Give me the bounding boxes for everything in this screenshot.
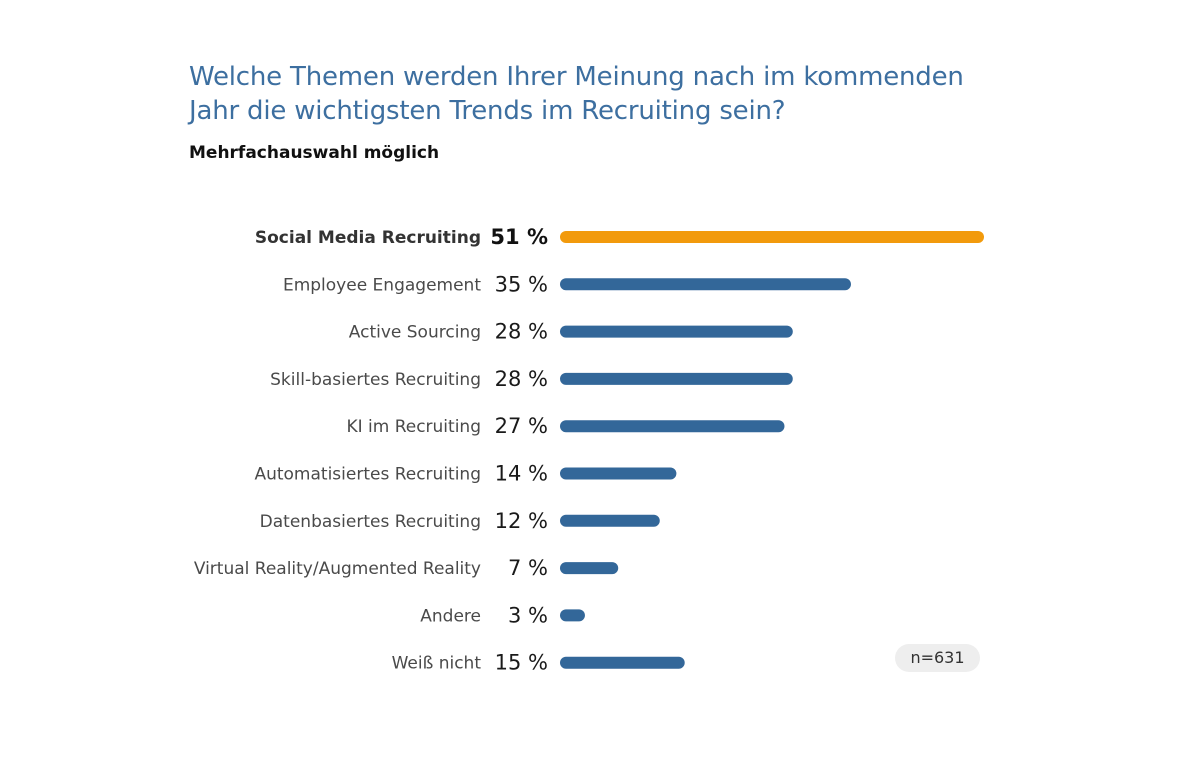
chart-title-line-1: Welche Themen werden Ihrer Meinung nach … xyxy=(189,62,964,92)
sample-size-badge: n=631 xyxy=(895,644,980,672)
bar xyxy=(560,609,585,622)
bar xyxy=(560,325,793,338)
bar xyxy=(560,372,793,385)
bar xyxy=(560,514,660,527)
category-label: KI im Recruiting xyxy=(346,417,481,437)
value-label: 28 % xyxy=(495,320,548,344)
category-label: Automatisiertes Recruiting xyxy=(254,465,481,485)
bar xyxy=(560,656,685,669)
category-label: Social Media Recruiting xyxy=(255,228,481,248)
value-label: 14 % xyxy=(495,462,548,486)
value-label: 35 % xyxy=(495,272,548,296)
value-label: 7 % xyxy=(508,556,548,580)
chart-title-line-2: Jahr die wichtigsten Trends im Recruitin… xyxy=(189,96,786,126)
value-label: 28 % xyxy=(495,367,548,391)
chart-subtitle: Mehrfachauswahl möglich xyxy=(189,143,440,163)
category-label: Active Sourcing xyxy=(349,323,481,343)
category-label: Skill-basiertes Recruiting xyxy=(270,370,481,390)
value-label: 3 % xyxy=(508,603,548,627)
bar xyxy=(560,420,785,433)
category-label: Virtual Reality/Augmented Reality xyxy=(194,559,481,579)
category-label: Andere xyxy=(420,606,481,626)
value-label: 51 % xyxy=(490,225,548,249)
bar xyxy=(560,562,619,575)
bar xyxy=(560,467,677,480)
chart-title: Welche Themen werden Ihrer Meinung nach … xyxy=(189,60,1089,128)
value-label: 12 % xyxy=(495,509,548,533)
category-label: Weiß nicht xyxy=(392,654,482,674)
bar xyxy=(560,231,984,243)
bar xyxy=(560,278,851,291)
value-label: 15 % xyxy=(495,651,548,675)
value-label: 27 % xyxy=(495,414,548,438)
category-label: Employee Engagement xyxy=(283,275,481,295)
category-label: Datenbasiertes Recruiting xyxy=(260,512,481,532)
